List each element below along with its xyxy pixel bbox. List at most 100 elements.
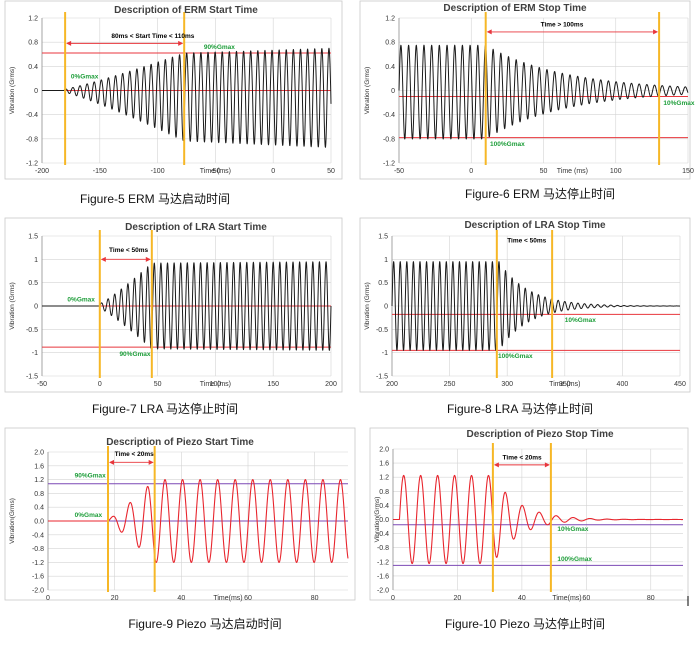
chart-erm-stop: -1.2 -0.8 -0.4 0 0.4 0.8 1.2 -50 0 50 100 150 Time >… bbox=[359, 0, 695, 180]
x-tick-label: 250 bbox=[444, 381, 456, 388]
x-tick-label: -200 bbox=[35, 168, 49, 175]
y-axis-label: Vibration (Grms) bbox=[364, 67, 371, 115]
y-tick-label: -0.5 bbox=[26, 327, 38, 334]
x-tick-label: 20 bbox=[454, 595, 462, 602]
y-tick-label: 0.5 bbox=[28, 280, 38, 287]
y-tick-label: 0.0 bbox=[34, 519, 44, 526]
x-tick-label: 20 bbox=[111, 595, 119, 602]
chart-piezo-stop: -2.0 -1.6 -1.2 -0.8 -0.4 0.0 0.4 0.8 1.2 1.6 2.0 0 2… bbox=[369, 427, 689, 602]
chart-frame bbox=[369, 427, 689, 601]
y-tick-label: -1.5 bbox=[26, 374, 38, 381]
y-tick-label: 1.2 bbox=[34, 477, 44, 484]
arrow-head-right-icon bbox=[178, 40, 184, 46]
x-axis-label: Time(ms) bbox=[213, 595, 242, 602]
waveform-series bbox=[47, 479, 349, 563]
y-tick-label: 0 bbox=[34, 88, 38, 95]
annotation-label: 10%Gmax bbox=[557, 526, 588, 533]
annotation-label: 100%Gmax bbox=[490, 141, 525, 148]
y-tick-label: -0.5 bbox=[376, 327, 388, 334]
x-tick-label: 40 bbox=[177, 595, 185, 602]
y-tick-label: 0.4 bbox=[34, 505, 44, 512]
x-tick-label: -50 bbox=[37, 381, 47, 388]
chart-lra-start: -1.5 -1 -0.5 0 0.5 1 1.5 -50 0 50 100 150 200 Time < … bbox=[4, 217, 343, 393]
arrow-head-right-icon bbox=[544, 462, 550, 468]
x-axis-label: Time(ms) bbox=[552, 595, 581, 602]
waveform-series bbox=[398, 44, 689, 140]
y-tick-label: -1 bbox=[382, 350, 388, 357]
arrow-head-right-icon bbox=[653, 29, 659, 35]
y-tick-label: -0.8 bbox=[377, 545, 389, 552]
x-tick-label: 0 bbox=[469, 168, 473, 175]
y-tick-label: 1 bbox=[34, 257, 38, 264]
waveform-series bbox=[41, 47, 332, 148]
y-axis-label: Vibration (Grms) bbox=[9, 67, 16, 115]
annotation-label: 80ms < Start Time < 110ms bbox=[111, 33, 194, 40]
arrow-head-left-icon bbox=[109, 459, 114, 465]
annotation-label: 0%Gmax bbox=[67, 296, 95, 303]
y-tick-label: -1.2 bbox=[383, 161, 395, 168]
x-tick-label: 100 bbox=[210, 381, 222, 388]
y-tick-label: 2.0 bbox=[379, 447, 389, 454]
y-tick-label: -0.4 bbox=[377, 531, 389, 538]
y-tick-label: -2.0 bbox=[32, 588, 44, 595]
chart-erm-start: -1.2 -0.8 -0.4 0 0.4 0.8 1.2 -200 -150 -100 -50 0 50… bbox=[4, 0, 343, 180]
figure-caption: Figure-7 LRA 马达停止时间 bbox=[92, 401, 238, 416]
chart-title: Description of Piezo Stop Time bbox=[466, 429, 613, 440]
y-tick-label: -0.8 bbox=[26, 136, 38, 143]
waveform-series bbox=[41, 261, 332, 351]
arrow-head-right-icon bbox=[148, 459, 154, 465]
x-tick-label: 50 bbox=[327, 168, 335, 175]
arrow-head-left-icon bbox=[493, 462, 499, 468]
x-tick-label: 200 bbox=[386, 381, 398, 388]
y-tick-label: 0.4 bbox=[385, 64, 395, 71]
figure-caption: Figure-9 Piezo 马达启动时间 bbox=[128, 617, 281, 631]
x-axis-label: Time (ms) bbox=[200, 381, 231, 388]
x-axis-label: Time (ms) bbox=[557, 168, 588, 175]
x-tick-label: 0 bbox=[98, 381, 102, 388]
x-tick-label: -50 bbox=[394, 168, 404, 175]
chart-title: Description of ERM Start Time bbox=[114, 5, 258, 16]
y-tick-label: -1.6 bbox=[32, 574, 44, 581]
y-tick-label: 0.8 bbox=[385, 40, 395, 47]
x-tick-label: 150 bbox=[682, 168, 694, 175]
y-tick-label: 1.5 bbox=[378, 234, 388, 241]
annotation-label: 100%Gmax bbox=[498, 353, 533, 360]
chart-piezo-start: -2.0 -1.6 -1.2 -0.8 -0.4 0.0 0.4 0.8 1.2 1.6 2.0 0 2… bbox=[4, 427, 356, 602]
y-tick-label: -1.5 bbox=[376, 374, 388, 381]
chart-frame bbox=[359, 0, 691, 180]
arrow-head-left-icon bbox=[100, 256, 106, 262]
x-tick-label: 50 bbox=[540, 168, 548, 175]
y-tick-label: -0.4 bbox=[383, 112, 395, 119]
figure-caption: Figure-5 ERM 马达启动时间 bbox=[80, 192, 230, 206]
annotation-label: Time < 50ms bbox=[507, 238, 546, 245]
x-tick-label: 50 bbox=[154, 381, 162, 388]
y-tick-label: 1.6 bbox=[379, 461, 389, 468]
arrow-head-left-icon bbox=[486, 29, 492, 35]
x-tick-label: 200 bbox=[325, 381, 337, 388]
x-tick-label: 450 bbox=[674, 381, 686, 388]
x-tick-label: 60 bbox=[244, 595, 252, 602]
y-tick-label: 1.6 bbox=[34, 463, 44, 470]
arrow-head-left-icon bbox=[66, 40, 72, 46]
x-tick-label: 80 bbox=[647, 595, 655, 602]
annotation-label: 100%Gmax bbox=[557, 556, 592, 563]
x-tick-label: 300 bbox=[501, 381, 513, 388]
x-tick-label: -100 bbox=[151, 168, 165, 175]
y-tick-label: -1.2 bbox=[32, 560, 44, 567]
x-tick-label: 0 bbox=[271, 168, 275, 175]
y-tick-label: 2.0 bbox=[34, 450, 44, 457]
figure-caption: Figure-6 ERM 马达停止时间 bbox=[465, 186, 615, 201]
y-tick-label: 0.8 bbox=[379, 489, 389, 496]
y-axis-label: Vibration(Grms) bbox=[374, 497, 381, 543]
y-tick-label: -2.0 bbox=[377, 588, 389, 595]
y-tick-label: -1.2 bbox=[26, 161, 38, 168]
y-tick-label: -1 bbox=[32, 350, 38, 357]
y-tick-label: 0.8 bbox=[28, 40, 38, 47]
annotation-label: 90%Gmax bbox=[204, 44, 235, 51]
chart-title: Description of Piezo Start Time bbox=[106, 437, 254, 448]
x-tick-label: 0 bbox=[391, 595, 395, 602]
annotation-label: 90%Gmax bbox=[119, 351, 150, 358]
y-tick-label: 1.2 bbox=[385, 16, 395, 23]
y-tick-label: 1.2 bbox=[28, 16, 38, 23]
